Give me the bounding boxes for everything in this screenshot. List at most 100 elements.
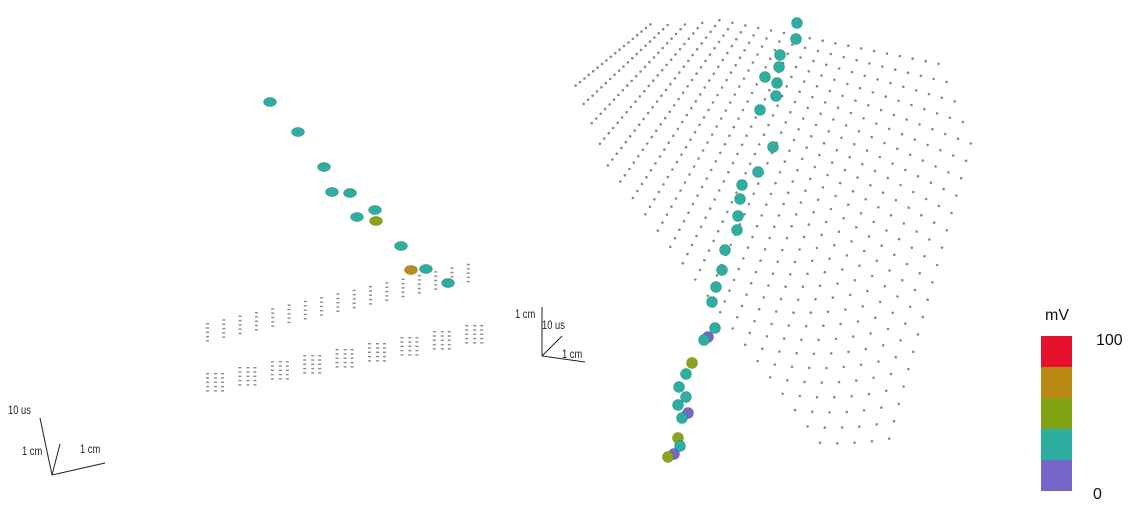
grid-point [739, 31, 743, 34]
grid-point [757, 307, 761, 311]
grid-point [698, 268, 702, 272]
grid-point [778, 40, 781, 43]
grid-point [850, 240, 853, 243]
grid-point [906, 71, 910, 74]
grid-point [820, 233, 823, 237]
grid-dash [246, 367, 250, 369]
grid-point [678, 71, 681, 74]
grid-point [907, 206, 910, 209]
grid-point [924, 197, 928, 201]
grid-dash [253, 371, 257, 373]
grid-point [649, 169, 653, 172]
grid-dash [369, 294, 372, 296]
grid-dash [368, 351, 371, 353]
grid-dash [408, 341, 412, 343]
grid-point [862, 249, 866, 253]
grid-dash [368, 343, 371, 345]
grid-point [720, 86, 724, 89]
grid-point [875, 122, 878, 125]
grid-point [713, 198, 716, 201]
grid-point [694, 278, 697, 281]
grid-point [650, 135, 654, 139]
grid-point [681, 261, 685, 265]
grid-point [665, 42, 669, 45]
grid-dash [480, 333, 484, 335]
grid-point [698, 123, 701, 127]
grid-point [834, 194, 837, 198]
grid-point [889, 372, 893, 376]
grid-point [830, 161, 834, 164]
grid-point [802, 235, 806, 239]
grid-point [768, 88, 771, 92]
grid-point [749, 125, 753, 128]
grid-dash [417, 283, 421, 285]
grid-point [858, 86, 862, 90]
grid-point [736, 315, 739, 319]
grid-point [657, 32, 661, 35]
grid-dash [383, 360, 386, 362]
grid-point [902, 385, 905, 388]
grid-point [937, 62, 940, 66]
grid-point [818, 153, 821, 157]
grid-point [716, 229, 720, 233]
grid-point [680, 153, 683, 156]
grid-point [626, 61, 630, 64]
grid-point [747, 202, 751, 206]
grid-point [640, 182, 644, 186]
grid-dash [480, 329, 484, 331]
grid-point [749, 282, 753, 285]
grid-point [672, 104, 676, 107]
grid-point [756, 26, 760, 30]
grid-dash [285, 373, 289, 376]
grid-point [643, 89, 646, 93]
grid-point [686, 85, 689, 88]
grid-point [803, 46, 807, 50]
grid-dash [311, 363, 315, 365]
grid-dash [287, 321, 291, 324]
grid-dash [254, 324, 258, 327]
grid-point [796, 168, 799, 172]
grid-point [643, 65, 647, 69]
grid-point [855, 226, 858, 229]
grid-dash [238, 379, 242, 382]
grid-point [619, 180, 622, 183]
grid-point [827, 130, 830, 133]
grid-point [734, 63, 737, 67]
grid-dash [401, 291, 405, 293]
grid-point [769, 57, 772, 60]
grid-point [682, 65, 686, 68]
grid-point [794, 65, 798, 69]
grid-point [661, 27, 665, 31]
grid-point [740, 143, 744, 147]
left-depth-axis-line [51, 443, 61, 476]
right-horizontal-axis-line [541, 355, 586, 363]
grid-point [685, 113, 689, 117]
grid-dash [447, 331, 451, 333]
grid-dash [303, 363, 307, 365]
grid-point [848, 293, 852, 297]
grid-dash [350, 357, 354, 359]
grid-point [704, 36, 708, 39]
grid-point [654, 162, 657, 165]
grid-dash [318, 359, 322, 361]
grid-point [682, 219, 686, 223]
grid-dash [400, 354, 404, 356]
grid-dash [206, 381, 209, 383]
grid-point [706, 141, 709, 144]
left-time-scale-label: 10 us [8, 404, 31, 417]
grid-dash [450, 267, 454, 269]
grid-dash [432, 331, 436, 333]
grid-point [617, 93, 620, 97]
grid-point [605, 59, 608, 62]
hit-marker [419, 264, 433, 274]
hit-marker [773, 61, 785, 73]
grid-dash [383, 351, 386, 353]
grid-point [850, 70, 854, 74]
colorbar-swatch [1041, 429, 1072, 460]
hit-marker [673, 381, 685, 393]
grid-point [660, 68, 664, 72]
grid-point [741, 108, 745, 112]
hit-marker [441, 278, 455, 288]
grid-dash [417, 279, 421, 281]
grid-dash [432, 335, 436, 337]
